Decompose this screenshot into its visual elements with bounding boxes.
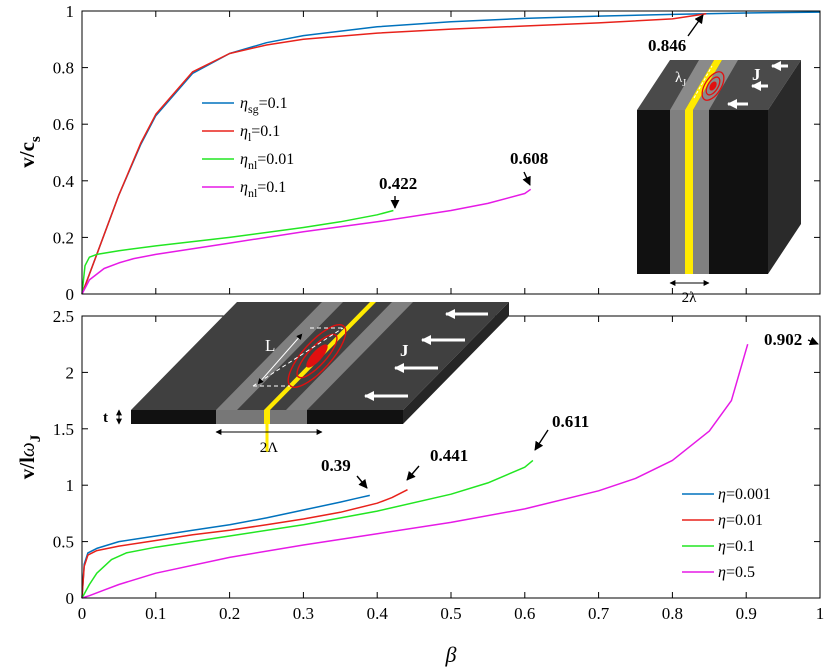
legend-item-eta-0.001: η=0.001 bbox=[682, 486, 771, 503]
svg-text:η=0.01: η=0.01 bbox=[718, 512, 763, 529]
series-line-0-2 bbox=[81, 209, 394, 295]
bottom-inset-slab: L J t 2Λ bbox=[103, 302, 509, 456]
x-tick-label-7: 0.7 bbox=[588, 604, 610, 623]
top-ticks: 0 0.2 0.4 0.6 0.8 1 bbox=[53, 2, 821, 304]
y-tick-label-0-0: 0 bbox=[66, 285, 75, 304]
top-legend: ηsg=0.1 ηl=0.1 ηnl=0.01 ηnl=0.1 bbox=[202, 95, 294, 200]
x-tick-label-9: 0.9 bbox=[736, 604, 757, 623]
inset-lambda-j-label: λJ bbox=[675, 70, 686, 89]
legend-item-eta-0.1: η=0.1 bbox=[682, 538, 755, 555]
inset-width-label-bottom: 2Λ bbox=[260, 440, 279, 456]
svg-text:η=0.1: η=0.1 bbox=[718, 538, 755, 555]
series-line-0-1 bbox=[81, 13, 707, 295]
x-tick-label-6: 0.6 bbox=[514, 604, 535, 623]
bottom-annotation-0.441: 0.441 bbox=[406, 446, 468, 481]
series-line-1-3 bbox=[81, 343, 749, 599]
y-tick-label-1-2: 1 bbox=[66, 476, 75, 495]
bottom-curves bbox=[81, 343, 749, 599]
top-curves bbox=[81, 11, 821, 295]
y-tick-label-1-4: 2 bbox=[66, 363, 75, 382]
svg-text:η=0.5: η=0.5 bbox=[718, 564, 755, 581]
y-tick-label-0-1: 0.2 bbox=[53, 228, 74, 247]
legend-item-eta-l: ηl=0.1 bbox=[202, 123, 280, 144]
series-line-1-0 bbox=[81, 494, 370, 599]
svg-text:0.611: 0.611 bbox=[552, 412, 589, 431]
legend-item-eta-nl-0.1: ηnl=0.1 bbox=[202, 179, 286, 200]
svg-text:η=0.001: η=0.001 bbox=[718, 486, 771, 503]
x-tick-label-5: 0.5 bbox=[440, 604, 461, 623]
legend-item-eta-0.5: η=0.5 bbox=[682, 564, 755, 581]
svg-text:0.608: 0.608 bbox=[510, 149, 548, 168]
y-tick-label-1-1: 0.5 bbox=[53, 533, 74, 552]
y-tick-label-1-5: 2.5 bbox=[53, 307, 74, 326]
svg-text:0.846: 0.846 bbox=[648, 36, 686, 55]
svg-text:0.39: 0.39 bbox=[321, 456, 351, 475]
series-line-0-3 bbox=[81, 188, 532, 295]
bottom-xlabel: β bbox=[445, 642, 457, 667]
svg-text:0.902: 0.902 bbox=[764, 330, 802, 349]
legend-item-eta-0.01: η=0.01 bbox=[682, 512, 763, 529]
top-inset-block: λJ J 2λ bbox=[634, 60, 804, 306]
y-tick-label-0-2: 0.4 bbox=[53, 172, 75, 191]
top-annotation-0.422: 0.422 bbox=[379, 174, 417, 209]
series-line-1-1 bbox=[81, 489, 408, 599]
top-annotation-0.846: 0.846 bbox=[648, 14, 704, 55]
bottom-annotation-0.611: 0.611 bbox=[534, 412, 589, 451]
top-ylabel: v/cs bbox=[15, 136, 44, 168]
bottom-panel: 0 0.1 0.2 0.3 0.4 0.5 0.6 0.7 0.8 0.9 1 0 0.5 1 1.5 2 2.… bbox=[15, 302, 824, 667]
x-tick-label-2: 0.2 bbox=[219, 604, 240, 623]
x-tick-label-1: 0.1 bbox=[145, 604, 166, 623]
top-panel: 0 0.2 0.4 0.6 0.8 1 v/cs 0.846 0.608 0.422 ηs… bbox=[15, 2, 821, 306]
inset-thickness-label: t bbox=[103, 410, 108, 426]
y-tick-label-0-5: 1 bbox=[66, 2, 75, 21]
inset-width-label: 2λ bbox=[682, 290, 698, 306]
y-tick-label-0-4: 0.8 bbox=[53, 59, 74, 78]
bottom-ylabel: v/lωJ bbox=[15, 434, 44, 479]
svg-text:ηsg=0.1: ηsg=0.1 bbox=[240, 95, 288, 116]
y-tick-label-1-0: 0 bbox=[66, 589, 75, 608]
svg-text:0.422: 0.422 bbox=[379, 174, 417, 193]
svg-text:ηnl=0.01: ηnl=0.01 bbox=[240, 151, 294, 172]
inset-length-label: L bbox=[265, 336, 275, 355]
x-tick-label-4: 0.4 bbox=[367, 604, 389, 623]
inset-current-label: J bbox=[752, 65, 761, 84]
bottom-annotation-0.39: 0.39 bbox=[321, 456, 368, 489]
inset-current-label-bottom: J bbox=[400, 341, 409, 360]
bottom-annotation-0.902: 0.902 bbox=[764, 330, 819, 349]
bottom-ticks: 0 0.1 0.2 0.3 0.4 0.5 0.6 0.7 0.8 0.9 1 0 0.5 1 1.5 2 2.… bbox=[53, 307, 825, 623]
legend-item-eta-sg: ηsg=0.1 bbox=[202, 95, 288, 116]
svg-text:0.441: 0.441 bbox=[430, 446, 468, 465]
legend-item-eta-nl-0.01: ηnl=0.01 bbox=[202, 151, 294, 172]
y-tick-label-1-3: 1.5 bbox=[53, 420, 74, 439]
bottom-legend: η=0.001 η=0.01 η=0.1 η=0.5 bbox=[682, 486, 771, 581]
svg-text:ηnl=0.1: ηnl=0.1 bbox=[240, 179, 286, 200]
x-tick-label-3: 0.3 bbox=[293, 604, 314, 623]
svg-text:ηl=0.1: ηl=0.1 bbox=[240, 123, 280, 144]
x-tick-label-8: 0.8 bbox=[662, 604, 683, 623]
y-tick-label-0-3: 0.6 bbox=[53, 115, 74, 134]
top-annotation-0.608: 0.608 bbox=[510, 149, 548, 186]
x-tick-label-0: 0 bbox=[78, 604, 87, 623]
x-tick-label-10: 1 bbox=[816, 604, 825, 623]
series-line-1-2 bbox=[81, 459, 534, 599]
